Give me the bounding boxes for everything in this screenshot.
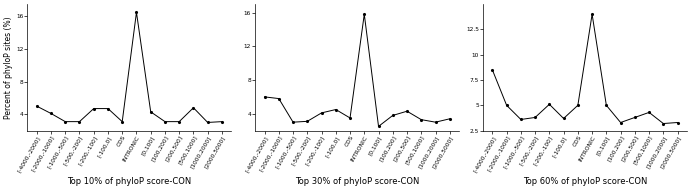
Y-axis label: Percent of phyloP sites (%): Percent of phyloP sites (%) — [4, 16, 13, 119]
X-axis label: Top 30% of phyloP score-CON: Top 30% of phyloP score-CON — [295, 177, 419, 186]
X-axis label: Top 10% of phyloP score-CON: Top 10% of phyloP score-CON — [67, 177, 191, 186]
X-axis label: Top 60% of phyloP score-CON: Top 60% of phyloP score-CON — [523, 177, 647, 186]
